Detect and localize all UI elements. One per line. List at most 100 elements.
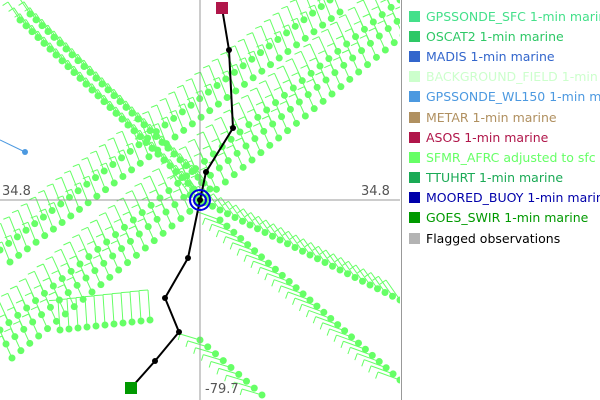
wind-obs-dot [212,185,220,193]
legend-item[interactable]: MOORED_BUOY 1-min marine [409,188,600,208]
wind-barb-flag [214,116,222,121]
wind-barb-flag [220,130,228,135]
wind-barb-flag [215,230,220,238]
wind-obs-dot [309,9,317,17]
wind-barb-flag [216,368,220,375]
legend-swatch [409,212,420,224]
wind-barb-flag [86,83,93,88]
wind-barb-flag [380,0,387,3]
wind-barb-flag [239,388,243,396]
wind-barb-flag [142,111,149,115]
wind-barb-staff [145,135,159,155]
wind-barb-staff [63,284,75,307]
wind-barb-staff [348,260,363,282]
wind-obs-dot [327,15,335,23]
map-plot[interactable]: 34.8 34.8 -79.7 [0,0,402,400]
legend-item[interactable]: GOES_SWIR 1-min marine [409,208,600,228]
wind-barb-staff [183,103,193,125]
legend-item[interactable]: BACKGROUND_FIELD 1-min marine [409,67,600,87]
wind-barb-staff [385,279,400,301]
wind-barb-flag [194,71,201,75]
wind-barb-flag [101,247,109,252]
wind-barb-flag [78,248,86,253]
wind-barb-staff [71,48,85,67]
wind-obs-dot [119,319,127,327]
wind-obs-dot [170,114,178,122]
wind-barb-flag [208,361,212,368]
wind-barb-flag [356,0,364,4]
wind-obs-dot [239,62,247,70]
wind-barb-staff [321,71,333,95]
wind-obs-dot [321,259,329,266]
wind-barb-flag [120,100,127,106]
wind-obs-dot [49,225,57,233]
wind-obs-dot [319,21,327,29]
wind-barb-flag [48,291,56,296]
legend-item[interactable]: GPSSONDE_SFC 1-min marine [409,6,600,26]
wind-barb-flag [27,270,35,275]
wind-barb-flag [132,112,139,117]
wind-barb-flag [128,225,136,230]
track-start-marker [216,2,228,14]
legend-item[interactable]: SFMR_AFRC adjusted to sfc [409,147,600,167]
wind-barb-staff [279,31,289,52]
wind-obs-dot [31,220,39,228]
wind-barb-flag [300,64,308,69]
wind-barb-flag [274,227,282,233]
legend-item[interactable]: Flagged observations [409,228,600,248]
wind-obs-dot [267,61,275,69]
legend-item[interactable]: METAR 1-min marine [409,107,600,127]
wind-barb-flag [223,109,231,114]
wind-obs-dot [346,75,354,83]
wind-barb-flag [185,340,189,348]
legend-swatch [409,232,420,244]
wind-obs-dot [177,215,185,223]
wind-barb-flag [73,182,81,186]
wind-obs-dot [213,82,221,90]
wind-barb-flag [159,97,166,102]
wind-barb-flag [229,242,234,250]
wind-barb-flag [221,70,228,74]
wind-obs-dot [381,289,389,296]
wind-barb-staff [270,37,280,59]
wind-barb-flag [207,193,214,199]
legend-item[interactable]: GPSSONDE_WL150 1-min marine [409,87,600,107]
wind-barb-staff [71,189,80,210]
wind-barb-flag [236,248,241,256]
wind-barb-staff [201,90,211,111]
legend-item[interactable]: MADIS 1-min marine [409,46,600,66]
legend-swatch [409,151,420,163]
wind-barb-staff [43,190,53,211]
wind-barb-flag [347,6,355,11]
wind-barb-flag [375,371,379,379]
legend-label: GPSSONDE_WL150 1-min marine [426,89,600,105]
wind-barb-flag [4,328,12,333]
wind-barb-staff [102,294,106,326]
legend-item[interactable]: ASOS 1-min marine [409,127,600,147]
wind-barb-staff [149,124,163,143]
legend-label: METAR 1-min marine [426,109,557,125]
wind-barb-flag [318,50,326,55]
wind-barb-staff [329,328,352,338]
wind-barb-staff [295,234,311,256]
wind-barb-flag [162,141,169,146]
wind-barb-flag [15,299,23,304]
wind-barb-flag [131,204,139,209]
wind-barb-flag [149,189,157,194]
wind-barb-staff [253,51,263,72]
legend-item[interactable]: OSCAT2 1-min marine [409,26,600,46]
wind-barb-staff [296,18,306,39]
wind-barb-flag [129,290,140,293]
legend-swatch [409,192,420,204]
wind-obs-dot [88,288,96,296]
wind-barb-flag [126,142,133,147]
wind-barb-flag [24,292,32,297]
legend-item[interactable]: TTUHRT 1-min marine [409,168,600,188]
wind-obs-dot [396,0,400,4]
wind-barb-staff [370,272,386,293]
wind-barb-flag [278,285,282,293]
wind-barb-staff [223,152,235,175]
wind-barb-flag [226,144,234,149]
wind-obs-dot [92,174,100,182]
wind-obs-dot [204,88,212,96]
